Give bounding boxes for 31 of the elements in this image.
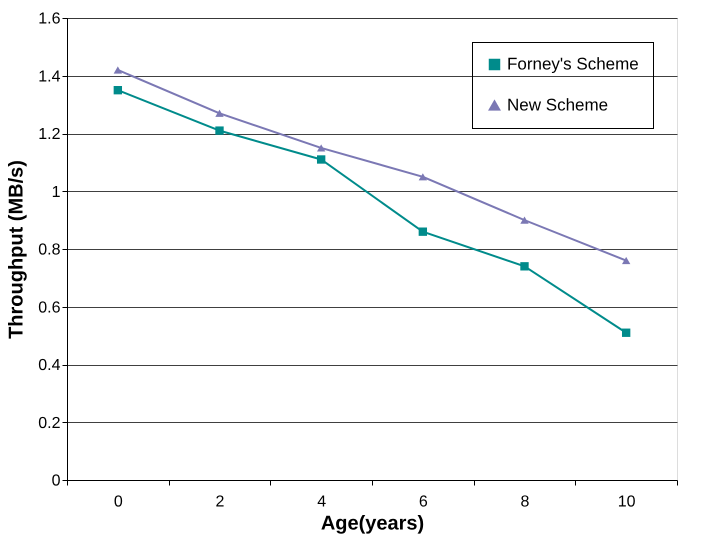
legend-label: New Scheme bbox=[507, 96, 608, 114]
point bbox=[418, 227, 428, 236]
y-tick-label: 0.6 bbox=[38, 299, 61, 316]
point bbox=[215, 110, 224, 117]
y-tick-label: 0.4 bbox=[38, 357, 61, 374]
point bbox=[114, 66, 122, 74]
x-tick-label: 10 bbox=[618, 494, 636, 510]
y-tick-label: 0.8 bbox=[38, 242, 61, 258]
point bbox=[418, 173, 428, 180]
x-tick-label: 2 bbox=[216, 494, 225, 510]
x-axis-title: Age(years) bbox=[320, 512, 424, 534]
y-tick-label: 0.2 bbox=[38, 414, 61, 432]
y-axis-title: Throughput (MB/s) bbox=[5, 160, 28, 339]
x-tick-label: 8 bbox=[520, 494, 530, 510]
point bbox=[520, 216, 529, 224]
point bbox=[114, 86, 122, 94]
y-tick-label: 1.4 bbox=[38, 68, 61, 86]
point bbox=[520, 262, 529, 271]
point bbox=[215, 126, 224, 135]
y-tick-label: 0 bbox=[52, 472, 61, 490]
y-tick-label: 1.6 bbox=[38, 10, 61, 28]
legend-label: Forney's Scheme bbox=[507, 54, 639, 74]
x-tick-label: 0 bbox=[114, 494, 123, 510]
point bbox=[316, 155, 326, 164]
y-tick-label: 1 bbox=[52, 184, 61, 201]
point bbox=[316, 144, 326, 152]
point bbox=[622, 328, 630, 337]
y-tick-label: 1.2 bbox=[38, 126, 61, 143]
point bbox=[622, 256, 630, 264]
x-tick-label: 6 bbox=[418, 494, 428, 510]
x-tick-label: 4 bbox=[317, 494, 326, 510]
